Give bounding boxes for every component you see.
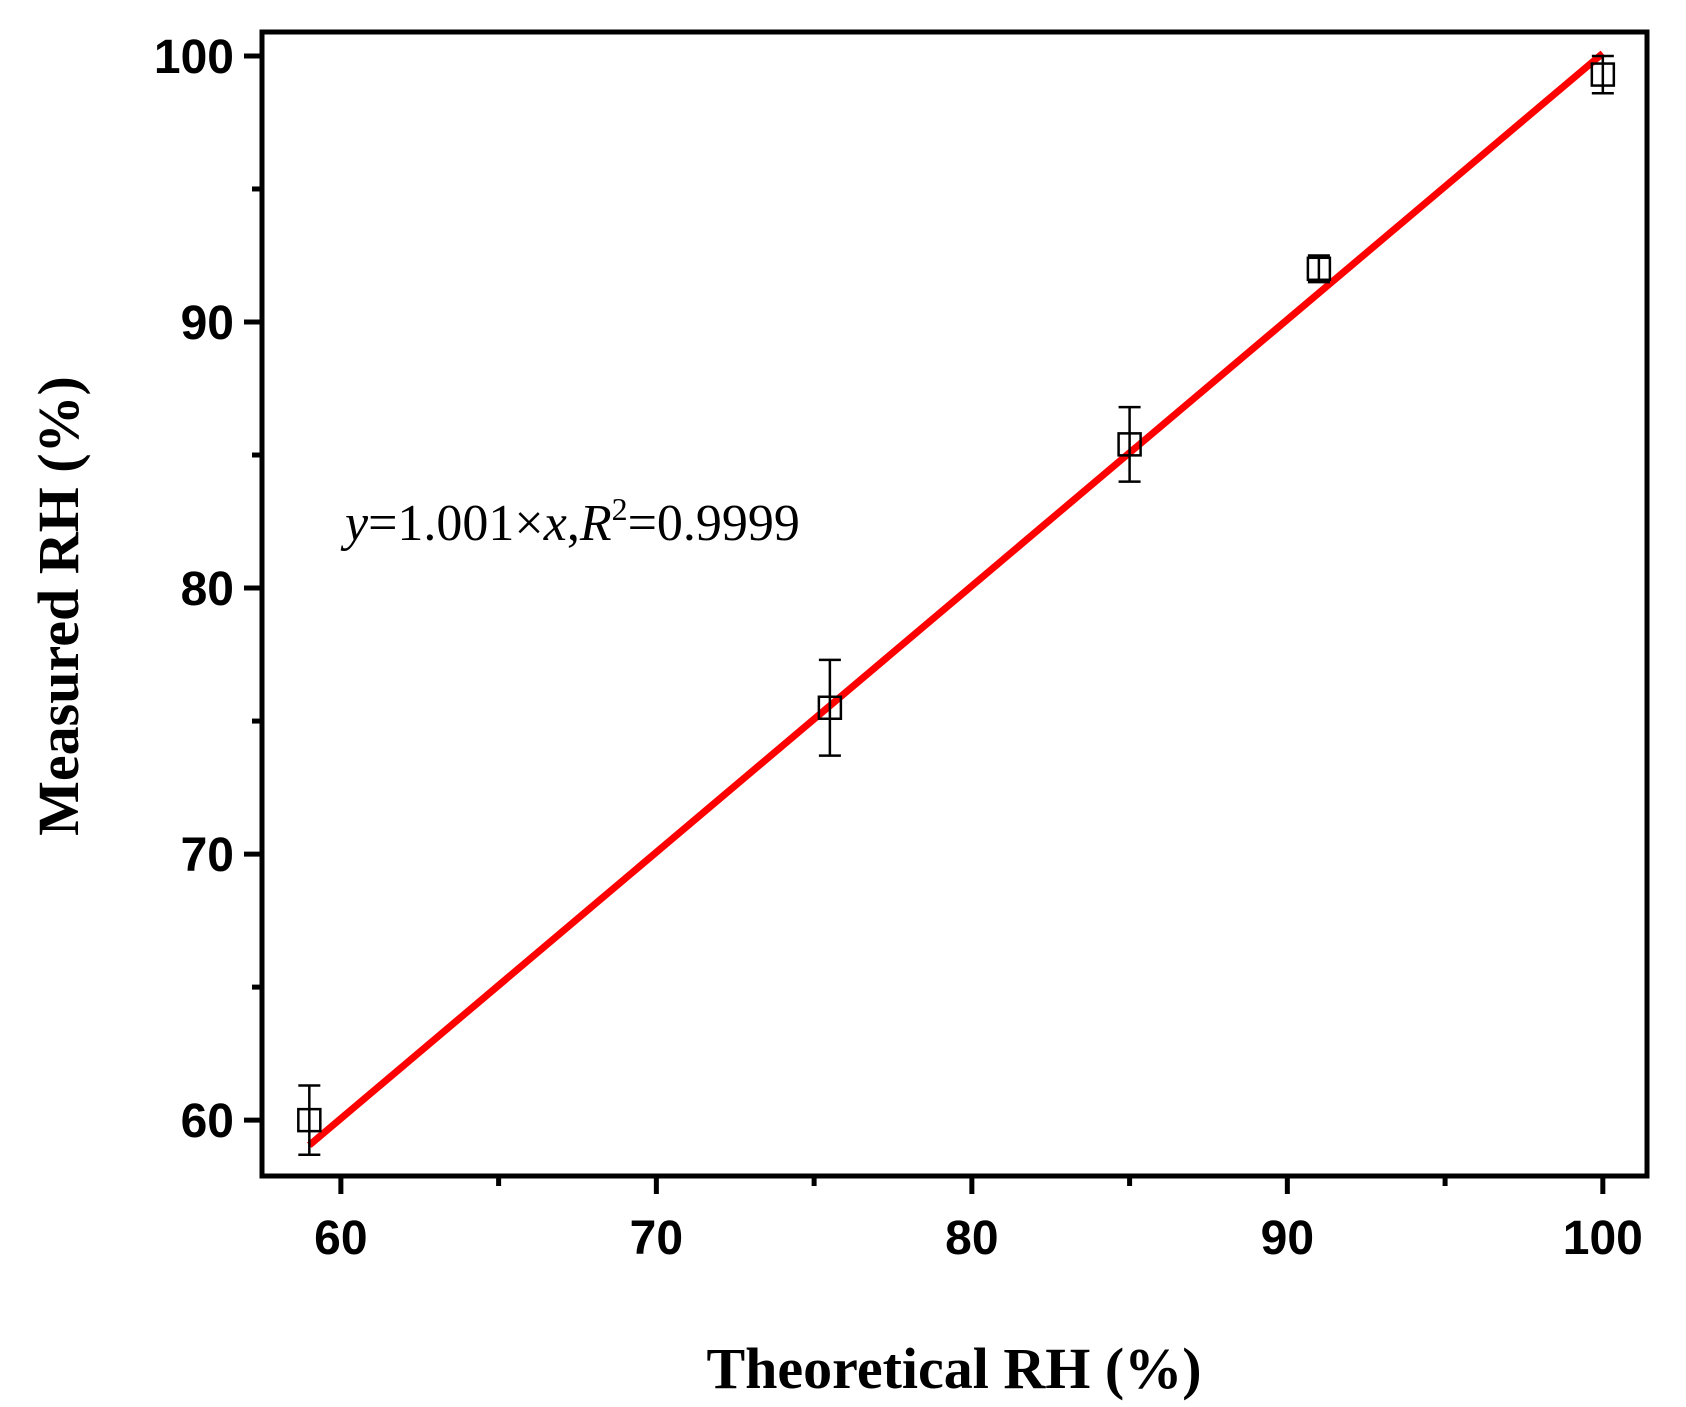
y-tick-label: 60 — [181, 1095, 234, 1148]
plot-frame — [259, 29, 1650, 1179]
eq-r-value: =0.9999 — [628, 495, 800, 552]
square-marker — [817, 695, 843, 721]
data-points — [297, 54, 1616, 1156]
y-tick-label: 80 — [181, 563, 234, 616]
x-tick-label: 70 — [630, 1212, 683, 1265]
square-marker — [297, 1107, 322, 1133]
fit-line — [307, 50, 1606, 1148]
fit-equation: y=1.001×x,R2=0.9999 — [340, 491, 800, 552]
x-tick-label: 90 — [1261, 1212, 1314, 1265]
x-axis-title: Theoretical RH (%) — [706, 1336, 1201, 1401]
x-tick-label: 80 — [945, 1212, 998, 1265]
y-tick-label: 70 — [181, 829, 234, 882]
data-point — [1117, 405, 1142, 483]
eq-r-superscript: 2 — [612, 491, 628, 527]
x-tick-label: 100 — [1563, 1212, 1643, 1265]
eq-r-var: R — [579, 495, 612, 552]
y-axis-title: Measured RH (%) — [26, 376, 91, 836]
data-point — [297, 1084, 322, 1156]
y-tick-label: 100 — [154, 31, 234, 84]
y-tick-label: 90 — [181, 297, 234, 350]
eq-y-var: y — [340, 495, 369, 552]
x-tick-label: 60 — [314, 1212, 367, 1265]
square-marker — [1590, 62, 1616, 87]
data-point — [817, 658, 843, 757]
data-point — [1590, 54, 1616, 95]
eq-separator: , — [567, 495, 580, 552]
square-marker — [1306, 256, 1332, 282]
square-marker — [1117, 432, 1142, 457]
eq-coefficient: =1.001× — [368, 495, 544, 552]
data-point — [1306, 254, 1332, 284]
fit-line-group — [307, 50, 1606, 1148]
eq-x-var: x — [543, 495, 567, 552]
axes: 60 70 80 90 100 60 70 80 90 100 — [154, 31, 1643, 1265]
